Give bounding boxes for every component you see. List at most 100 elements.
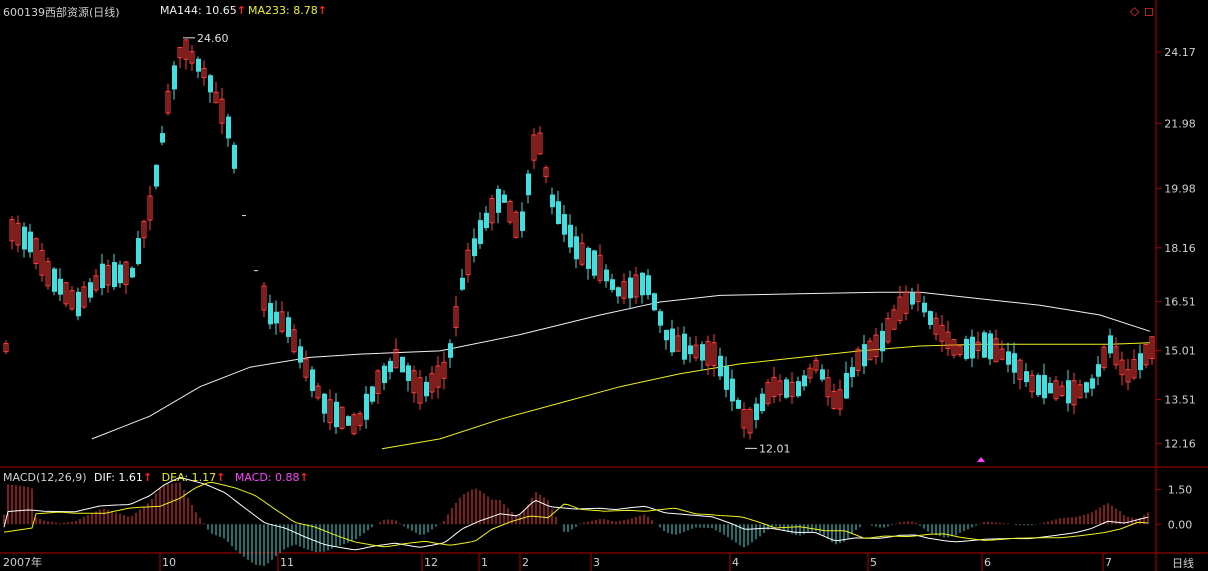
candle-body-up: [1077, 384, 1083, 399]
candle-body-down: [346, 416, 351, 426]
candle-body-down: [736, 399, 741, 409]
candle-body-down: [52, 268, 57, 292]
candle-body-up: [1053, 380, 1059, 400]
candle-body-up: [1143, 343, 1149, 366]
candle-body-down: [592, 250, 597, 276]
candle-body-down: [964, 338, 969, 359]
macd-tick-label: 1.50: [1168, 484, 1193, 497]
candle-body-down: [130, 267, 135, 278]
candle-body-down: [562, 214, 567, 235]
candle-body-up: [291, 329, 297, 353]
maximize-icon[interactable]: ◻: [1144, 4, 1154, 18]
candle-body-down: [604, 269, 609, 282]
candle-body-down: [448, 343, 453, 358]
candle-body-up: [741, 408, 747, 429]
candle-body-up: [915, 292, 921, 303]
candle-body-up: [375, 370, 381, 394]
candle-body-down: [1108, 335, 1113, 354]
candle-body-up: [489, 198, 495, 224]
candle-body-down: [574, 236, 579, 260]
candle-body-up: [1113, 346, 1119, 366]
candle-body-down: [1042, 375, 1047, 399]
candle-body-down: [484, 212, 489, 229]
candle-body-up: [891, 309, 897, 330]
candle-body-up: [219, 98, 225, 124]
candle-body-up: [435, 365, 441, 388]
candle-body-down: [310, 369, 315, 392]
candle-body-down: [286, 317, 291, 337]
candle-body-up: [993, 338, 999, 363]
candle-body-up: [873, 334, 879, 357]
candle-body-down: [136, 238, 141, 265]
candle-body-up: [69, 290, 75, 310]
restore-icon[interactable]: ◇: [1130, 4, 1140, 18]
candle-body-down: [502, 194, 507, 203]
candle-body-down: [334, 401, 339, 428]
candle-body-up: [213, 91, 219, 104]
candle-body-down: [850, 367, 855, 378]
candle-body-up: [327, 399, 333, 424]
candle-body-up: [777, 380, 783, 396]
period-label[interactable]: 日线: [1172, 557, 1194, 570]
candle-body-down: [364, 393, 369, 420]
candle-body-down: [922, 302, 927, 313]
candle-body-up: [693, 344, 699, 359]
candle-body-down: [58, 278, 63, 295]
candle-body-up: [63, 282, 69, 305]
candle-body-up: [951, 339, 957, 356]
candle-body-up: [807, 367, 813, 379]
candle-body-up: [513, 211, 519, 238]
candle-body-down: [472, 238, 477, 257]
annotation-high-label: 24.60: [197, 32, 229, 45]
candle-body-down: [844, 373, 849, 399]
candle-body-up: [177, 46, 183, 59]
candle-body-down: [154, 164, 159, 187]
candle-body-up: [201, 67, 207, 79]
candle-body-down: [820, 369, 825, 380]
candle-body-up: [1101, 346, 1107, 369]
candle-body-up: [93, 275, 99, 291]
candle-body-up: [393, 349, 399, 369]
candle-body-up: [837, 389, 843, 410]
candle-body-down: [1096, 364, 1101, 377]
candle-body-up: [633, 274, 639, 298]
candle-body-up: [507, 200, 513, 223]
candle-body-up: [537, 132, 543, 155]
candle-body-up: [933, 317, 939, 335]
candle-body-down: [526, 173, 531, 196]
candle-body-up: [1119, 359, 1125, 376]
candle-body-up: [15, 222, 21, 246]
candle-body-down: [796, 381, 801, 397]
candle-body-up: [939, 324, 945, 342]
candle-body-up: [1131, 359, 1137, 379]
date-tick-label: 2: [522, 556, 529, 569]
candle-body-down: [496, 188, 501, 213]
candle-body-down: [610, 279, 615, 290]
macd-legend: MACD(12,26,9) DIF: 1.61↑ DEA: 1.17↑ MACD…: [3, 471, 309, 484]
macd-tick-label: 0.00: [1168, 518, 1193, 531]
macd-panel: [3, 476, 1149, 566]
date-tick-label: 4: [732, 556, 739, 569]
candle-body-up: [339, 406, 345, 429]
candle-body-down: [586, 247, 591, 269]
stock-name: 西部资源(日线): [45, 6, 120, 19]
candle-body-up: [1149, 336, 1155, 359]
candle-body-up: [831, 390, 837, 409]
candle-body-down: [322, 393, 327, 414]
price-tick-label: 12.16: [1164, 437, 1196, 450]
candle-body-down: [628, 277, 633, 299]
price-tick-label: 15.01: [1164, 345, 1196, 358]
dif-line: [3, 476, 1149, 551]
candle-body-up: [465, 249, 471, 276]
candle-body-down: [406, 365, 411, 381]
candle-body-up: [1059, 385, 1065, 396]
candle-body-down: [688, 345, 693, 355]
dea-line: [3, 481, 1149, 548]
candle-body-down: [658, 311, 663, 326]
candle-body-up: [945, 331, 951, 350]
candle-body-down: [1138, 353, 1143, 371]
stock-code: 600139: [3, 6, 45, 19]
candle-body-down: [646, 275, 651, 296]
candle-body-up: [765, 382, 771, 404]
candle-body-down: [754, 403, 759, 420]
